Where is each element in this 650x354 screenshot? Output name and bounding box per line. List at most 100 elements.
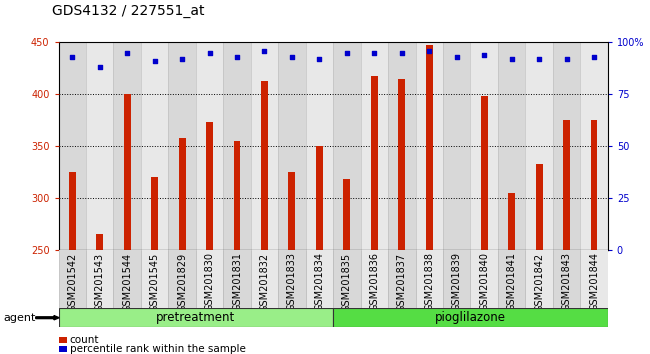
Bar — [552, 250, 580, 308]
Bar — [278, 250, 306, 308]
Point — [534, 56, 544, 62]
Bar — [361, 42, 388, 250]
Text: pioglilazone: pioglilazone — [435, 311, 506, 324]
Bar — [591, 120, 597, 250]
Text: percentile rank within the sample: percentile rank within the sample — [70, 344, 246, 354]
Point — [342, 50, 352, 56]
Point — [369, 50, 380, 56]
Bar — [86, 250, 114, 308]
Point — [562, 56, 572, 62]
Bar — [333, 250, 361, 308]
Bar — [333, 308, 608, 327]
Point — [177, 56, 187, 62]
Point — [589, 54, 599, 60]
Bar — [168, 250, 196, 308]
Bar — [316, 146, 323, 250]
Text: GSM201836: GSM201836 — [369, 252, 380, 312]
Bar — [86, 42, 114, 250]
Point — [479, 52, 489, 58]
Bar — [536, 164, 543, 250]
Bar — [196, 250, 224, 308]
Bar — [443, 42, 471, 250]
Text: GSM201829: GSM201829 — [177, 252, 187, 312]
Bar — [151, 177, 158, 250]
Text: GDS4132 / 227551_at: GDS4132 / 227551_at — [52, 4, 205, 18]
Bar — [69, 172, 75, 250]
Bar — [58, 250, 86, 308]
Point — [452, 54, 462, 60]
Bar — [508, 193, 515, 250]
Text: GSM201837: GSM201837 — [396, 252, 407, 312]
Bar — [206, 122, 213, 250]
Text: GSM201543: GSM201543 — [95, 252, 105, 312]
Bar — [141, 42, 168, 250]
Bar — [471, 250, 498, 308]
Bar — [398, 79, 405, 250]
Point — [122, 50, 133, 56]
Text: GSM201832: GSM201832 — [259, 252, 270, 312]
Text: GSM201840: GSM201840 — [479, 252, 489, 312]
Bar — [168, 42, 196, 250]
Bar — [498, 250, 525, 308]
Bar — [233, 141, 240, 250]
Text: GSM201830: GSM201830 — [205, 252, 214, 312]
Bar — [443, 250, 471, 308]
Text: count: count — [70, 335, 99, 345]
Text: GSM201842: GSM201842 — [534, 252, 544, 312]
Text: GSM201833: GSM201833 — [287, 252, 297, 312]
Bar — [525, 42, 552, 250]
Bar — [361, 250, 388, 308]
Bar — [388, 250, 415, 308]
Point — [94, 64, 105, 70]
Bar — [498, 42, 525, 250]
Point — [314, 56, 324, 62]
Point — [204, 50, 214, 56]
Bar — [114, 250, 141, 308]
Bar — [333, 42, 361, 250]
Text: GSM201843: GSM201843 — [562, 252, 571, 312]
Bar — [471, 42, 498, 250]
Bar — [481, 96, 488, 250]
Text: GSM201839: GSM201839 — [452, 252, 461, 312]
Text: GSM201835: GSM201835 — [342, 252, 352, 312]
Point — [506, 56, 517, 62]
Text: agent: agent — [3, 313, 36, 323]
Text: pretreatment: pretreatment — [156, 311, 235, 324]
Bar — [580, 42, 608, 250]
Bar — [388, 42, 415, 250]
Bar — [124, 94, 131, 250]
Bar — [196, 42, 224, 250]
Bar — [224, 250, 251, 308]
Bar — [141, 250, 168, 308]
Point — [287, 54, 297, 60]
Bar — [415, 42, 443, 250]
Point — [396, 50, 407, 56]
Text: GSM201831: GSM201831 — [232, 252, 242, 312]
Bar — [278, 42, 306, 250]
Bar — [251, 42, 278, 250]
Bar — [371, 76, 378, 250]
Text: GSM201844: GSM201844 — [589, 252, 599, 312]
Bar — [114, 42, 141, 250]
Text: GSM201838: GSM201838 — [424, 252, 434, 312]
Bar — [306, 250, 333, 308]
Bar — [179, 138, 185, 250]
Point — [424, 48, 434, 53]
Text: GSM201834: GSM201834 — [315, 252, 324, 312]
Text: GSM201542: GSM201542 — [67, 252, 77, 312]
Text: GSM201544: GSM201544 — [122, 252, 132, 312]
Bar — [580, 250, 608, 308]
Point — [150, 58, 160, 64]
Bar — [261, 81, 268, 250]
Bar — [343, 179, 350, 250]
Bar — [426, 45, 433, 250]
Bar — [289, 172, 295, 250]
Bar — [58, 42, 86, 250]
Bar — [525, 250, 552, 308]
Bar — [563, 120, 570, 250]
Point — [67, 54, 77, 60]
Bar — [96, 234, 103, 250]
Bar — [415, 250, 443, 308]
Text: GSM201841: GSM201841 — [506, 252, 517, 312]
Text: GSM201545: GSM201545 — [150, 252, 160, 312]
